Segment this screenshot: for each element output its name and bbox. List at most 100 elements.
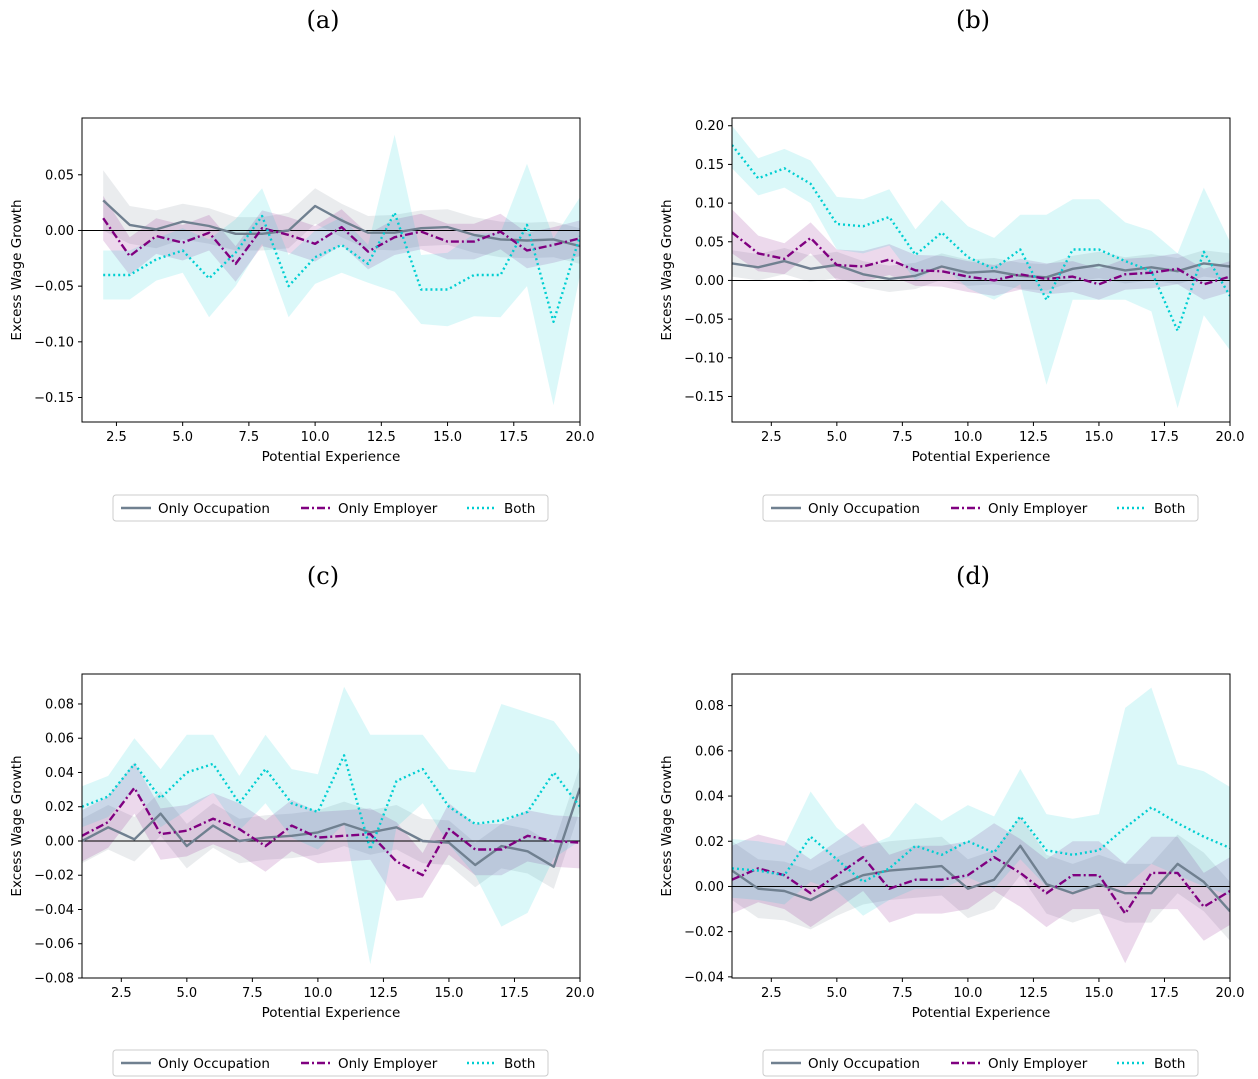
y-tick-label: 0.02 — [695, 835, 724, 850]
ci-band-employer — [103, 195, 580, 282]
panel-title: (c) — [307, 562, 339, 590]
x-tick-label: 7.5 — [892, 986, 913, 1001]
ci-band-occupation — [732, 248, 1230, 292]
y-tick-label: −0.15 — [34, 391, 74, 406]
legend-label-employer: Only Employer — [988, 501, 1088, 517]
legend-box — [762, 1049, 1199, 1077]
panel-title: (d) — [956, 562, 990, 590]
plot-frame — [81, 117, 581, 423]
series-line-employer — [732, 231, 1230, 286]
series-line-employer — [82, 786, 580, 877]
ci-band-employer — [732, 823, 1230, 964]
series-line-employer — [102, 217, 580, 266]
x-tick-label: 17.5 — [1150, 986, 1179, 1001]
y-tick-label: 0.05 — [45, 168, 74, 183]
ci-band-both — [82, 686, 580, 965]
ci-band-both — [103, 134, 580, 406]
panel-title: (b) — [956, 6, 990, 34]
legend-label-employer: Only Employer — [988, 1056, 1088, 1072]
legend-label-occupation: Only Occupation — [808, 1056, 920, 1072]
legend-label-both: Both — [504, 1056, 535, 1072]
y-tick-label: −0.06 — [34, 937, 74, 952]
chart-panel-4: (d) 2.5 5.0 7.5 10.0 12.5 15.0 17.5 20.0 0.08 0.06… — [659, 562, 1244, 1077]
y-tick-label: 0.00 — [695, 880, 724, 895]
y-axis-label: Excess Wage Growth — [659, 755, 675, 896]
y-tick-label: −0.15 — [684, 390, 724, 405]
panel-title: (a) — [306, 6, 339, 34]
y-tick-label: 0.00 — [695, 274, 724, 289]
ci-band-employer — [732, 209, 1230, 300]
x-tick-label: 7.5 — [892, 430, 913, 445]
legend: Only Occupation Only Employer Both — [762, 1049, 1199, 1077]
x-tick-label: 10.0 — [953, 986, 982, 1001]
y-tick-label: −0.04 — [34, 903, 74, 918]
x-tick-label: 12.5 — [1019, 986, 1048, 1001]
chart-panel-1: (a) 2.5 5.0 7.5 10.0 12.5 15.0 17.5 20.0 0.05 0.00… — [9, 6, 594, 522]
x-tick-label: 17.5 — [499, 430, 528, 445]
x-tick-label: 2.5 — [761, 986, 782, 1001]
x-tick-label: 5.0 — [172, 430, 193, 445]
x-tick-label: 2.5 — [106, 430, 127, 445]
y-tick-label: −0.10 — [684, 351, 724, 366]
x-tick-label: 5.0 — [826, 430, 847, 445]
x-tick-label: 12.5 — [1019, 430, 1048, 445]
x-tick-label: 10.0 — [953, 430, 982, 445]
y-tick-label: −0.02 — [34, 869, 74, 884]
x-tick-label: 20.0 — [1216, 430, 1245, 445]
x-axis-label: Potential Experience — [912, 449, 1051, 465]
y-tick-label: 0.04 — [695, 790, 724, 805]
y-tick-label: −0.02 — [684, 925, 724, 940]
x-axis-label: Potential Experience — [262, 449, 401, 465]
ci-band-occupation — [103, 170, 580, 264]
y-tick-label: 0.00 — [45, 834, 74, 849]
x-tick-label: 17.5 — [500, 986, 529, 1001]
y-tick-label: 0.05 — [695, 235, 724, 250]
series-line-occupation — [102, 199, 580, 248]
legend-label-both: Both — [504, 501, 535, 517]
legend-label-both: Both — [1154, 1056, 1185, 1072]
y-tick-label: 0.08 — [45, 697, 74, 712]
x-tick-label: 15.0 — [1084, 430, 1113, 445]
x-tick-label: 2.5 — [761, 430, 782, 445]
legend-label-employer: Only Employer — [338, 501, 438, 517]
y-tick-label: 0.20 — [695, 119, 724, 134]
legend-box — [112, 1049, 549, 1077]
legend-label-occupation: Only Occupation — [808, 501, 920, 517]
y-tick-label: 0.00 — [45, 224, 74, 239]
plot-area — [82, 686, 580, 965]
y-axis-label: Excess Wage Growth — [9, 199, 25, 340]
legend-label-occupation: Only Occupation — [158, 1056, 270, 1072]
ci-band-both — [732, 687, 1230, 916]
chart-panel-3: (c) 2.5 5.0 7.5 10.0 12.5 15.0 17.5 20.0 0.08 0.06… — [9, 562, 594, 1077]
series-line-both — [103, 211, 580, 323]
y-tick-label: 0.15 — [695, 158, 724, 173]
legend: Only Occupation Only Employer Both — [762, 494, 1199, 522]
y-tick-label: −0.08 — [34, 972, 74, 987]
ci-band-employer — [82, 762, 580, 901]
ci-band-both — [732, 125, 1230, 409]
x-tick-label: 2.5 — [111, 986, 132, 1001]
y-tick-label: −0.05 — [684, 313, 724, 328]
x-axis-label: Potential Experience — [912, 1005, 1051, 1021]
x-axis-label: Potential Experience — [262, 1005, 401, 1021]
y-tick-label: −0.04 — [684, 970, 724, 985]
x-tick-label: 5.0 — [176, 986, 197, 1001]
x-tick-label: 15.0 — [433, 430, 462, 445]
x-tick-label: 5.0 — [826, 986, 847, 1001]
y-tick-label: 0.06 — [45, 732, 74, 747]
legend-label-occupation: Only Occupation — [158, 501, 270, 517]
x-tick-label: 15.0 — [434, 986, 463, 1001]
chart-panel-2: (b) 2.5 5.0 7.5 10.0 12.5 15.0 17.5 20.0 0.20 0.15… — [659, 6, 1245, 522]
legend: Only Occupation Only Employer Both — [112, 494, 549, 522]
plot-area — [82, 134, 580, 406]
x-tick-label: 10.0 — [303, 986, 332, 1001]
plot-frame — [81, 673, 581, 979]
y-tick-label: 0.10 — [695, 197, 724, 212]
x-tick-label: 17.5 — [1150, 430, 1179, 445]
y-axis-label: Excess Wage Growth — [659, 199, 675, 340]
x-tick-label: 12.5 — [367, 430, 396, 445]
y-tick-label: 0.08 — [695, 699, 724, 714]
x-tick-label: 12.5 — [369, 986, 398, 1001]
x-tick-label: 7.5 — [242, 986, 263, 1001]
